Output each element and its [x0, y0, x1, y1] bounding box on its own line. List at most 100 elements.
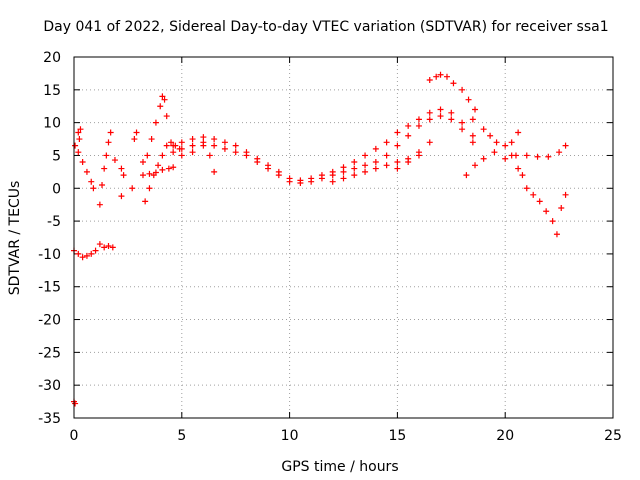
y-tick-label: 15 — [43, 83, 61, 99]
data-point — [118, 193, 125, 200]
data-point — [129, 185, 136, 192]
data-point — [437, 71, 444, 78]
data-point — [96, 241, 103, 248]
data-point — [465, 96, 472, 103]
data-point — [448, 116, 455, 123]
data-point — [75, 149, 82, 156]
data-point — [487, 132, 494, 139]
data-point — [523, 185, 530, 192]
data-point — [523, 152, 530, 159]
data-point — [394, 165, 401, 172]
series-arc-n — [426, 71, 479, 113]
data-point — [558, 204, 565, 211]
y-tick-label: 20 — [43, 50, 61, 66]
data-point — [415, 122, 422, 129]
data-point — [142, 198, 149, 205]
y-tick-label: -30 — [38, 378, 61, 394]
data-point — [168, 139, 175, 146]
data-point — [372, 159, 379, 166]
data-point — [534, 153, 541, 160]
data-point — [211, 168, 218, 175]
x-tick-label: 10 — [281, 428, 299, 444]
data-point — [79, 254, 86, 261]
data-point — [133, 129, 140, 136]
series-arc-c — [71, 241, 116, 261]
data-point — [426, 109, 433, 116]
data-point — [549, 218, 556, 225]
data-point — [463, 172, 470, 179]
data-point — [152, 169, 159, 176]
data-point — [200, 142, 207, 149]
data-point — [372, 165, 379, 172]
data-point — [101, 244, 108, 251]
data-point — [459, 86, 466, 93]
data-point — [159, 152, 166, 159]
data-point — [519, 172, 526, 179]
data-point — [105, 243, 112, 250]
data-point — [472, 162, 479, 169]
data-point — [243, 152, 250, 159]
data-point — [469, 116, 476, 123]
data-point — [189, 142, 196, 149]
data-point — [221, 145, 228, 152]
y-tick-label: -15 — [38, 280, 61, 296]
data-point — [415, 149, 422, 156]
x-tick-label: 25 — [604, 428, 622, 444]
data-point — [459, 126, 466, 133]
data-point — [170, 164, 177, 171]
y-tick-label: -35 — [38, 411, 61, 427]
data-point — [178, 152, 185, 159]
data-point — [469, 139, 476, 146]
data-point — [556, 149, 563, 156]
series-arc-s — [71, 398, 79, 407]
grid — [74, 57, 613, 418]
data-point — [394, 142, 401, 149]
data-point — [502, 155, 509, 162]
series-arc-h — [139, 164, 177, 179]
data-point — [318, 175, 325, 182]
data-point — [163, 113, 170, 120]
data-point — [351, 172, 358, 179]
data-point — [105, 139, 112, 146]
data-point — [383, 152, 390, 159]
data-point — [405, 132, 412, 139]
series-arc-p — [463, 149, 515, 179]
data-point — [553, 231, 560, 238]
data-point — [491, 149, 498, 156]
series-arc-q — [512, 142, 569, 160]
data-point — [109, 244, 116, 251]
y-tick-label: -10 — [38, 247, 61, 263]
series-arc-a — [72, 142, 97, 192]
series-arc-f — [139, 93, 170, 166]
data-point — [530, 191, 537, 198]
data-point — [101, 165, 108, 172]
data-point — [90, 185, 97, 192]
y-tick-label: -5 — [47, 214, 61, 230]
data-point — [178, 139, 185, 146]
data-point — [146, 185, 153, 192]
data-point — [189, 149, 196, 156]
data-point — [265, 165, 272, 172]
series-arc-b — [75, 126, 84, 143]
data-point — [170, 142, 177, 149]
data-point — [515, 129, 522, 136]
data-point — [426, 116, 433, 123]
data-point — [99, 181, 106, 188]
data-point — [107, 129, 114, 136]
x-tick-label: 15 — [388, 428, 406, 444]
data-point — [286, 178, 293, 185]
y-tick-label: -20 — [38, 313, 61, 329]
y-tick-label: -25 — [38, 345, 61, 361]
data-point — [83, 252, 90, 259]
data-point — [362, 162, 369, 169]
x-tick-label: 0 — [70, 428, 79, 444]
data-point — [211, 136, 218, 143]
data-point — [545, 153, 552, 160]
data-point — [75, 129, 82, 136]
data-point — [383, 162, 390, 169]
data-point — [472, 106, 479, 113]
data-point — [72, 400, 79, 407]
data-point — [161, 96, 168, 103]
data-point — [83, 168, 90, 175]
y-tick-label: 10 — [43, 116, 61, 132]
